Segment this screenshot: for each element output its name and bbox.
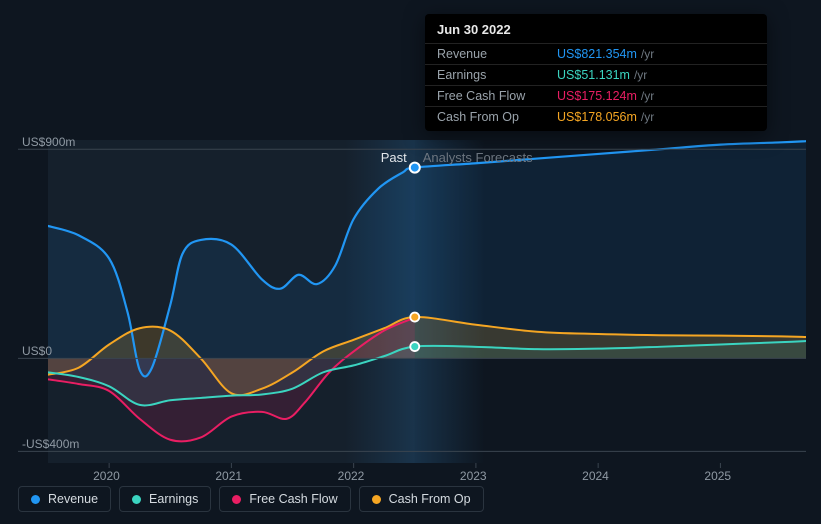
legend-label: Earnings [149,492,198,506]
tooltip-row-label: Earnings [437,68,557,82]
legend-label: Free Cash Flow [249,492,337,506]
past-label: Past [381,150,407,165]
x-axis-label: 2025 [704,469,731,483]
tooltip-row-value: US$821.354m [557,47,637,61]
tooltip-row-value: US$51.131m [557,68,630,82]
tooltip-row: EarningsUS$51.131m/yr [425,64,767,85]
marker-revenue [410,163,420,173]
forecast-label: Analysts Forecasts [423,150,533,165]
chart-legend: Revenue Earnings Free Cash Flow Cash From O… [18,486,484,512]
tooltip-row-unit: /yr [641,110,654,124]
legend-item-cash_from_op[interactable]: Cash From Op [359,486,484,512]
legend-label: Cash From Op [389,492,471,506]
tooltip-row-unit: /yr [634,68,647,82]
y-axis-label: US$0 [22,344,52,358]
tooltip-row-label: Cash From Op [437,110,557,124]
tooltip-row: RevenueUS$821.354m/yr [425,43,767,64]
tooltip-row-unit: /yr [641,47,654,61]
tooltip-row-value: US$175.124m [557,89,637,103]
x-axis-label: 2020 [93,469,120,483]
tooltip-row-unit: /yr [641,89,654,103]
legend-dot-icon [132,495,141,504]
x-axis-label: 2021 [215,469,242,483]
legend-item-revenue[interactable]: Revenue [18,486,111,512]
legend-item-earnings[interactable]: Earnings [119,486,211,512]
tooltip-row-label: Revenue [437,47,557,61]
legend-dot-icon [372,495,381,504]
tooltip-row-value: US$178.056m [557,110,637,124]
legend-dot-icon [31,495,40,504]
tooltip-row: Cash From OpUS$178.056m/yr [425,106,767,127]
marker-earnings [410,342,419,351]
x-axis-label: 2023 [460,469,487,483]
legend-item-free_cash_flow[interactable]: Free Cash Flow [219,486,350,512]
y-axis-label: US$900m [22,135,75,149]
marker-cash_from_op [410,313,419,322]
x-axis-label: 2024 [582,469,609,483]
tooltip-row-label: Free Cash Flow [437,89,557,103]
legend-label: Revenue [48,492,98,506]
tooltip-row: Free Cash FlowUS$175.124m/yr [425,85,767,106]
legend-dot-icon [232,495,241,504]
y-axis-label: -US$400m [22,437,79,451]
chart-tooltip: Jun 30 2022 RevenueUS$821.354m/yrEarning… [425,14,767,131]
x-axis-label: 2022 [338,469,365,483]
tooltip-date: Jun 30 2022 [425,22,767,43]
